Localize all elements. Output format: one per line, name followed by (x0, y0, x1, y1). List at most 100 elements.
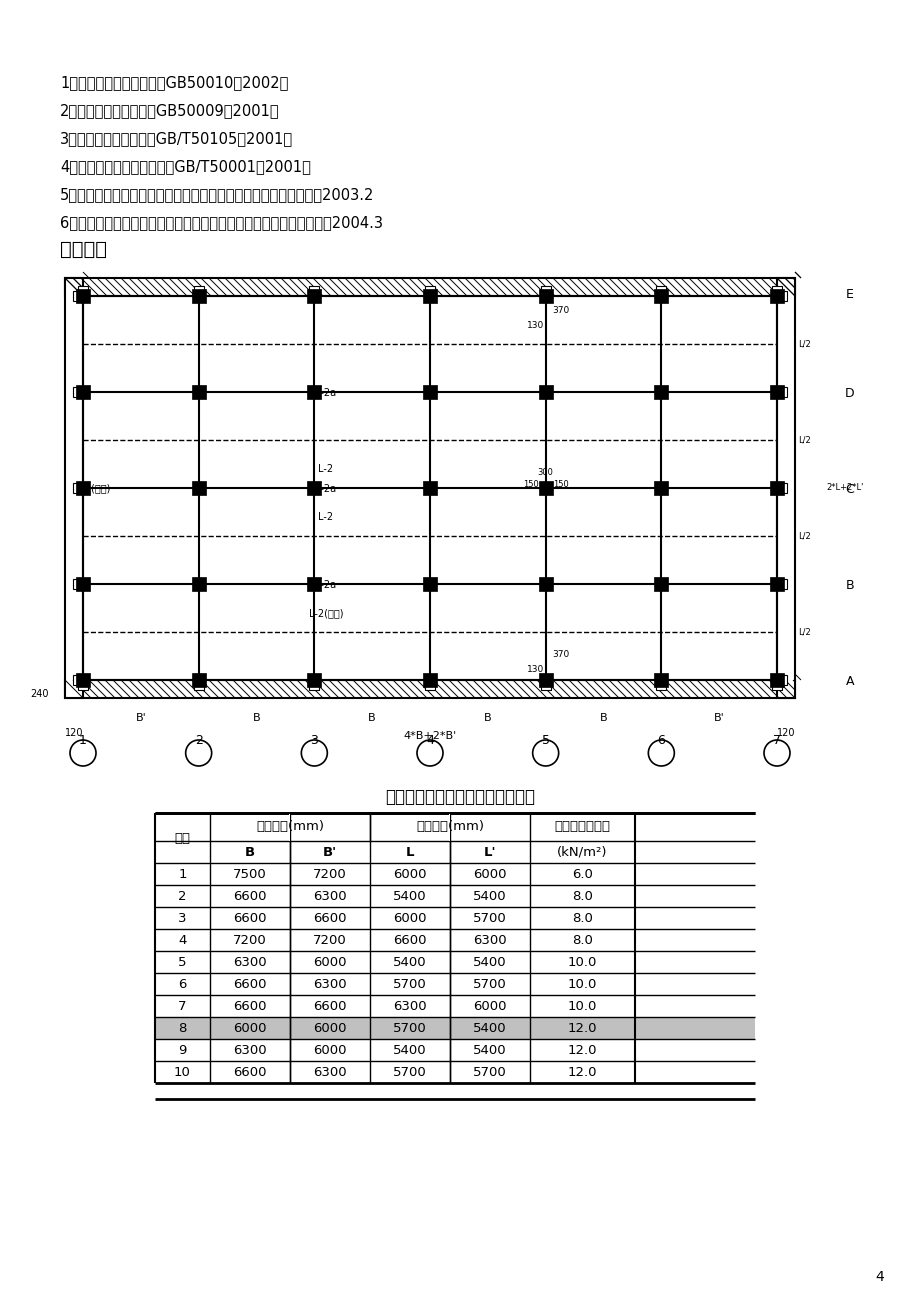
Text: 300: 300 (537, 467, 553, 477)
Text: 6300: 6300 (472, 934, 506, 947)
Bar (307, 577, 321, 591)
Bar (769, 289, 783, 303)
Text: 12.0: 12.0 (567, 1065, 596, 1078)
Bar (78, 286, 88, 296)
Text: 6: 6 (178, 978, 187, 991)
Bar (191, 577, 206, 591)
Text: 1、混凝土结构设计规范（GB50010－2002）: 1、混凝土结构设计规范（GB50010－2002） (60, 76, 288, 90)
Text: 10: 10 (174, 1065, 191, 1078)
Text: 6300: 6300 (392, 1000, 426, 1013)
Text: 3: 3 (310, 733, 318, 746)
Bar (191, 480, 206, 495)
Bar (777, 674, 786, 685)
Text: B: B (483, 713, 491, 723)
Text: 5700: 5700 (472, 978, 506, 991)
Text: 5、袁锦根、余志武，混凝土结构设计基本原理，中国铁道出版社，2003.2: 5、袁锦根、余志武，混凝土结构设计基本原理，中国铁道出版社，2003.2 (60, 187, 374, 202)
Text: (kN/m²): (kN/m²) (557, 845, 607, 858)
Bar (769, 480, 783, 495)
Text: 6600: 6600 (233, 1065, 267, 1078)
Text: B: B (244, 845, 255, 858)
Text: 6600: 6600 (233, 1000, 267, 1013)
Text: 结构布置柱网尺寸及楼面活载大小: 结构布置柱网尺寸及楼面活载大小 (384, 788, 535, 806)
Text: B': B' (323, 845, 336, 858)
Text: 6.0: 6.0 (572, 867, 592, 880)
Text: 六、附图: 六、附图 (60, 240, 107, 259)
Bar (655, 680, 665, 690)
Text: L/2: L/2 (798, 628, 811, 637)
Bar (194, 286, 203, 296)
Text: C: C (845, 483, 854, 496)
Bar (425, 286, 435, 296)
Text: 次梁跨度(mm): 次梁跨度(mm) (255, 820, 323, 833)
Text: 6600: 6600 (233, 978, 267, 991)
Bar (771, 680, 781, 690)
Bar (191, 385, 206, 398)
Text: 130: 130 (527, 322, 544, 329)
Bar (309, 680, 319, 690)
Bar (425, 680, 435, 690)
Text: 6300: 6300 (233, 956, 267, 969)
Text: 1: 1 (178, 867, 187, 880)
Bar (539, 577, 552, 591)
Text: 120: 120 (776, 728, 794, 738)
Text: A: A (845, 674, 854, 687)
Text: 370: 370 (551, 306, 569, 315)
Text: 6000: 6000 (233, 1022, 267, 1035)
Text: 1: 1 (79, 733, 86, 746)
Bar (423, 480, 437, 495)
Text: 2: 2 (195, 733, 202, 746)
Text: L-2: L-2 (318, 464, 333, 474)
Text: B: B (253, 713, 260, 723)
Text: B: B (599, 713, 607, 723)
Bar (307, 289, 321, 303)
Bar (777, 579, 786, 589)
Bar (289, 814, 290, 841)
Text: 6000: 6000 (392, 867, 426, 880)
Text: 5: 5 (178, 956, 187, 969)
Text: L': L' (483, 845, 495, 858)
Bar (307, 673, 321, 687)
Bar (73, 483, 83, 493)
Text: B': B' (713, 713, 724, 723)
Text: 6300: 6300 (312, 978, 346, 991)
Text: 5400: 5400 (472, 956, 506, 969)
Text: 9: 9 (178, 1043, 187, 1056)
Text: 6、余志武、袁锦根，混凝土结构与砌体结构设计，中国铁道出版社，2004.3: 6、余志武、袁锦根，混凝土结构与砌体结构设计，中国铁道出版社，2004.3 (60, 215, 382, 230)
Bar (76, 385, 90, 398)
Text: 6600: 6600 (312, 911, 346, 924)
Text: 6000: 6000 (472, 867, 506, 880)
Text: L-2a: L-2a (315, 484, 336, 493)
Text: 7200: 7200 (312, 934, 346, 947)
Text: 8: 8 (178, 1022, 187, 1035)
Text: 6600: 6600 (233, 911, 267, 924)
Bar (653, 673, 667, 687)
Bar (423, 673, 437, 687)
Text: 5: 5 (541, 733, 549, 746)
Text: 7200: 7200 (312, 867, 346, 880)
Text: 5700: 5700 (472, 911, 506, 924)
Text: 10.0: 10.0 (567, 978, 596, 991)
Text: 6300: 6300 (233, 1043, 267, 1056)
Text: 10.0: 10.0 (567, 1000, 596, 1013)
Bar (423, 385, 437, 398)
Text: L-2(次梁): L-2(次梁) (308, 608, 343, 618)
Bar (777, 279, 794, 698)
Text: L/2: L/2 (798, 435, 811, 444)
Text: 240: 240 (30, 689, 50, 699)
Text: 6: 6 (657, 733, 664, 746)
Bar (307, 480, 321, 495)
Text: L: L (405, 845, 414, 858)
Text: 120: 120 (64, 728, 83, 738)
Bar (653, 289, 667, 303)
Text: 5700: 5700 (472, 1065, 506, 1078)
Text: 8.0: 8.0 (572, 934, 592, 947)
Bar (76, 673, 90, 687)
Text: 8.0: 8.0 (572, 889, 592, 902)
Text: 2、建筑结构荷载规范（GB50009－2001）: 2、建筑结构荷载规范（GB50009－2001） (60, 103, 279, 118)
Bar (65, 680, 794, 698)
Text: 4: 4 (425, 733, 434, 746)
Bar (309, 286, 319, 296)
Bar (423, 577, 437, 591)
Text: 5700: 5700 (392, 1065, 426, 1078)
Text: 5400: 5400 (472, 889, 506, 902)
